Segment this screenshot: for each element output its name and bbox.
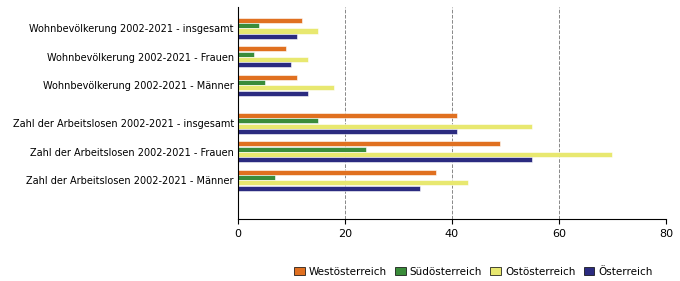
Bar [238,62,292,67]
Bar [238,157,532,162]
Legend: Westösterreich, Südösterreich, Ostösterreich, Österreich: Westösterreich, Südösterreich, Ostösterr… [290,262,657,281]
Bar [238,46,286,51]
Bar [238,74,297,80]
Bar [238,90,307,96]
Bar [238,80,265,85]
Bar [238,175,275,180]
Bar [238,28,318,33]
Bar [238,23,259,28]
Bar [238,57,307,62]
Bar [238,186,420,191]
Bar [238,51,254,57]
Bar [238,180,468,185]
Bar [238,85,335,90]
Bar [238,129,458,134]
Bar [238,113,458,118]
Bar [238,118,318,123]
Bar [238,170,436,175]
Bar [238,152,613,157]
Bar [238,141,500,146]
Bar [238,124,532,129]
Bar [238,147,367,152]
Bar [238,34,297,39]
Bar [238,18,302,23]
